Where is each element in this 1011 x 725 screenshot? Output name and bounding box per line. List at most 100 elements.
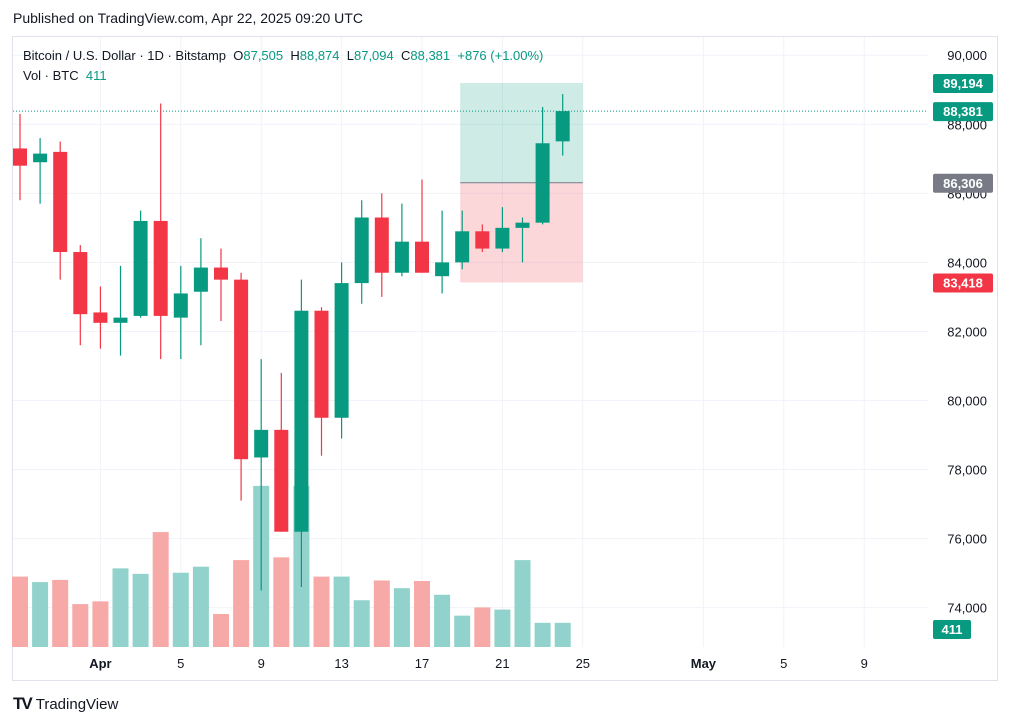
legend-open-label: O (233, 48, 244, 63)
legend-volume-label: Vol · BTC (23, 68, 79, 83)
legend-high-value: 88,874 (299, 48, 340, 63)
candle-body (415, 241, 429, 273)
stop-price-label-box (933, 273, 993, 293)
candle-body (73, 252, 88, 315)
volume-bar (12, 576, 28, 647)
volume-bar (172, 572, 189, 647)
legend-low-value: 87,094 (353, 48, 394, 63)
volume-bar (554, 622, 571, 647)
x-tick-label: 21 (495, 656, 509, 671)
entry-price-label: 86,306 (933, 173, 993, 193)
candle-body (133, 220, 148, 316)
x-tick-label: 13 (334, 656, 348, 671)
chart-frame (12, 36, 998, 681)
legend-high-label: H (290, 48, 300, 63)
axes: 74,00076,00078,00080,00082,00084,00086,0… (89, 48, 987, 671)
x-tick-label: 9 (861, 656, 868, 671)
volume-value-label: 411 (933, 620, 971, 639)
volume-bar (313, 576, 330, 647)
volume-bar (192, 566, 209, 647)
last-price-label: 88,381 (933, 102, 993, 122)
y-tick-label: 74,000 (947, 601, 987, 616)
legend-close-value: 88,381 (410, 48, 451, 63)
candle-body (394, 241, 409, 273)
volume-bar (213, 614, 229, 647)
volume-value-box (933, 620, 971, 639)
candle-body (13, 148, 27, 166)
volume-bar (494, 609, 511, 647)
x-tick-label: 5 (177, 656, 184, 671)
stop-price-label-text: 83,418 (943, 275, 983, 290)
volume-bar (92, 601, 109, 647)
y-tick-label: 76,000 (947, 532, 987, 547)
volume-bar (373, 580, 390, 647)
price-labels: 89,194 88,381 86,306 83,418 411 (933, 74, 993, 639)
legend-low-label: L (346, 48, 354, 63)
volume-bar (52, 579, 69, 647)
last-price-label-text: 88,381 (943, 104, 983, 119)
candle-body (555, 111, 570, 142)
candle-body (234, 279, 249, 460)
legend-volume-value: 411 (85, 68, 107, 83)
candle-body (173, 293, 188, 318)
x-tick-label: 17 (415, 656, 429, 671)
x-tick-label: 5 (780, 656, 787, 671)
volume-bar (32, 582, 49, 647)
candle-body (93, 312, 108, 323)
target-price-label: 89,194 (933, 74, 993, 94)
tradingview-logo-icon: TV (13, 694, 33, 713)
target-price-label-box (933, 74, 993, 94)
volume-bar (72, 604, 89, 647)
candle-body (515, 222, 530, 228)
candle-body (334, 283, 349, 418)
x-tick-label: Apr (89, 656, 111, 671)
volume-bar (273, 557, 290, 647)
entry-price-label-text: 86,306 (943, 176, 983, 191)
volume-bar (353, 600, 370, 647)
footer-brand[interactable]: TV TradingView (13, 694, 118, 714)
candles (13, 94, 928, 591)
chart-legend: Bitcoin / U.S. Dollar · 1D · Bitstamp O8… (23, 46, 543, 86)
entry-price-label-box (933, 173, 993, 193)
y-tick-label: 78,000 (947, 463, 987, 478)
volume-bar (132, 573, 149, 647)
candle-body (495, 227, 510, 249)
x-tick-label: 9 (258, 656, 265, 671)
volume-bar (233, 560, 250, 647)
volume-bar (454, 615, 471, 647)
candle-body (214, 267, 228, 280)
volume-bar (393, 588, 410, 647)
legend-symbol: Bitcoin / U.S. Dollar · 1D · Bitstamp (23, 48, 226, 63)
volume-bar (434, 594, 451, 647)
candle-body (193, 267, 208, 292)
y-tick-label: 82,000 (947, 324, 987, 339)
candle-body (254, 429, 269, 458)
candle-body (455, 231, 470, 263)
volume-value-text: 411 (942, 622, 963, 637)
y-tick-label: 80,000 (947, 394, 987, 409)
legend-volume-row: Vol · BTC 411 (23, 66, 543, 86)
candle-body (153, 220, 168, 316)
volume-bar (333, 576, 350, 647)
volume-bar (534, 622, 551, 647)
stop-price-label: 83,418 (933, 273, 993, 293)
legend-close-label: C (400, 48, 411, 63)
candle-body (274, 429, 289, 532)
candle-body (294, 310, 309, 532)
legend-ohlc-row: Bitcoin / U.S. Dollar · 1D · Bitstamp O8… (23, 46, 543, 66)
candle-body (535, 143, 550, 223)
legend-open-value: 87,505 (243, 48, 284, 63)
x-tick-label: 25 (576, 656, 590, 671)
volume-bars (12, 485, 571, 647)
y-tick-label: 84,000 (947, 255, 987, 270)
volume-bar (112, 568, 129, 647)
candle-body (435, 262, 450, 277)
candle-body (53, 151, 68, 253)
legend-change: +876 (+1.00%) (457, 48, 544, 63)
candle-body (113, 317, 128, 323)
target-price-label-text: 89,194 (943, 76, 984, 91)
last-price-label-box (933, 102, 993, 122)
brand-name: TradingView (35, 695, 119, 713)
x-tick-label: May (691, 656, 717, 671)
